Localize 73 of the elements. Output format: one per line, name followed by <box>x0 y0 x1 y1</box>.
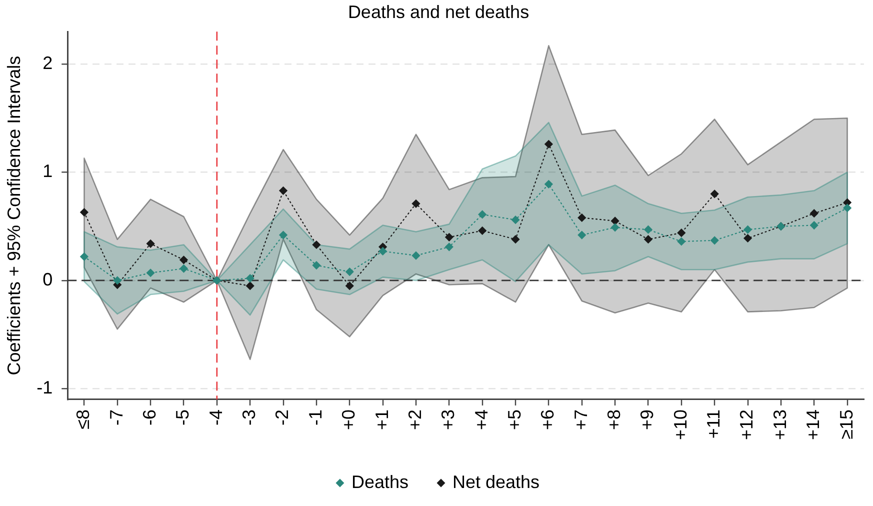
point <box>80 252 88 261</box>
point <box>279 186 288 195</box>
point <box>346 282 354 290</box>
x-tick-label: +9 <box>637 409 658 430</box>
point <box>80 208 88 216</box>
x-tick-label: -1 <box>305 409 326 426</box>
y-axis-title: Coefficients + 95% Confidence Intervals <box>4 56 24 376</box>
x-tick-label: -7 <box>106 409 126 426</box>
x-tick-label: +2 <box>404 409 425 430</box>
x-tick-label: +6 <box>538 409 558 430</box>
x-tick-label: +5 <box>504 409 524 430</box>
y-tick-label: -1 <box>36 378 53 398</box>
point <box>544 140 553 148</box>
x-tick-label: -5 <box>172 409 193 426</box>
legend-label: Net deaths <box>452 472 540 492</box>
point <box>478 226 486 235</box>
point <box>810 209 818 218</box>
point <box>113 276 122 285</box>
point <box>279 230 288 240</box>
point <box>511 235 520 244</box>
x-tick-label: +11 <box>704 409 724 439</box>
chart-title: Deaths and net deaths <box>348 2 530 22</box>
point <box>544 180 553 188</box>
x-tick-label: +4 <box>471 409 492 430</box>
point <box>843 204 852 212</box>
point <box>578 230 586 240</box>
point <box>677 228 686 237</box>
x-tick-label: +8 <box>604 409 624 430</box>
point <box>677 237 686 246</box>
x-tick-label: -4 <box>206 409 226 426</box>
point <box>610 216 620 226</box>
point <box>478 210 486 219</box>
x-tick-label: +7 <box>570 409 591 430</box>
point <box>412 251 420 260</box>
x-tick-label: +12 <box>736 409 757 440</box>
x-tick-label: +13 <box>770 409 790 440</box>
point <box>246 282 254 290</box>
point <box>146 240 155 248</box>
point <box>312 261 321 270</box>
legend-label: Deaths <box>351 472 409 492</box>
point <box>445 242 454 252</box>
point <box>180 256 188 264</box>
point <box>744 234 752 242</box>
point <box>312 240 321 249</box>
point <box>810 221 818 230</box>
x-tick-label: +14 <box>803 409 824 440</box>
point <box>644 226 652 234</box>
x-tick-label: ≥15 <box>836 409 856 440</box>
y-tick-label: 0 <box>42 269 53 290</box>
point <box>710 190 719 198</box>
x-tick-label: ≤8 <box>73 409 94 430</box>
x-tick-label: -3 <box>239 409 260 426</box>
x-tick-label: -6 <box>140 409 160 426</box>
point <box>610 223 620 232</box>
point <box>578 214 586 222</box>
y-tick-label: 2 <box>42 53 53 74</box>
y-tick-label: 1 <box>42 161 53 182</box>
point <box>644 235 652 244</box>
point <box>710 236 719 245</box>
point <box>744 226 752 234</box>
point <box>445 233 454 242</box>
x-tick-label: +1 <box>372 409 392 430</box>
point <box>412 200 420 208</box>
x-tick-label: +0 <box>338 409 359 430</box>
point <box>511 216 520 224</box>
point <box>146 268 155 277</box>
x-tick-label: +10 <box>670 409 690 440</box>
point <box>180 264 188 273</box>
point <box>246 274 254 282</box>
x-tick-label: +3 <box>438 409 458 430</box>
point <box>378 247 387 256</box>
x-tick-label: -2 <box>272 409 292 426</box>
point <box>346 268 354 276</box>
